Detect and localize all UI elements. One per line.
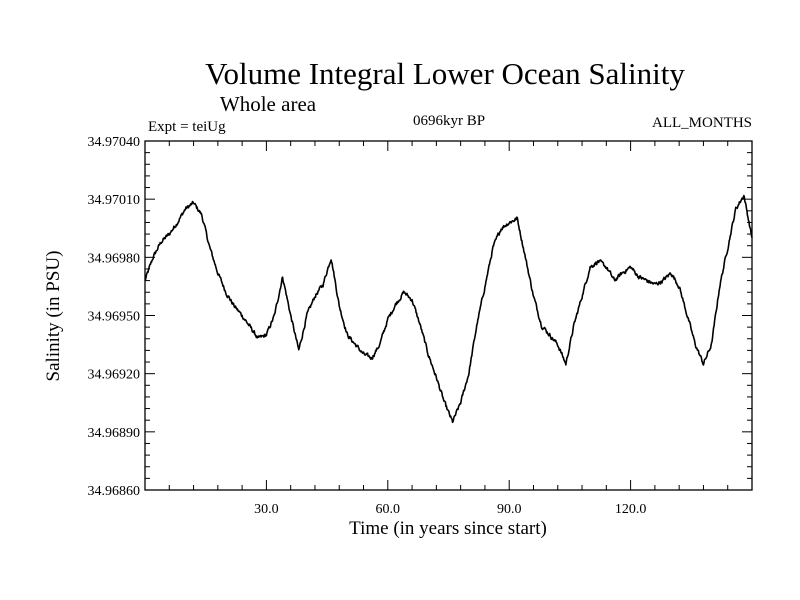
y-tick-label: 34.96980 (88, 251, 141, 266)
y-axis-label: Salinity (in PSU) (43, 251, 64, 382)
x-tick-label: 120.0 (615, 502, 647, 517)
y-tick-label: 34.97010 (88, 193, 141, 208)
plot-frame (144, 140, 753, 491)
x-tick-label: 60.0 (376, 502, 401, 517)
y-tick-label: 34.96950 (88, 310, 141, 325)
y-tick-label: 34.96860 (88, 484, 141, 499)
x-axis-label: Time (in years since start) (349, 518, 547, 539)
experiment-label: Expt = teiUg (148, 119, 226, 135)
axis-ticks (145, 141, 752, 490)
months-label: ALL_MONTHS (652, 115, 752, 131)
y-tick-label: 34.96890 (88, 426, 141, 441)
chart-subtitle: Whole area (220, 92, 317, 116)
y-tick-label: 34.96920 (88, 368, 141, 383)
chart-title: Volume Integral Lower Ocean Salinity (205, 56, 685, 91)
salinity-series-line (144, 194, 753, 424)
y-tick-label: 34.97040 (88, 135, 141, 150)
axis-tick-labels: 30.0 60.0 90.0 120.0 34.96860 34.96890 34.9692… (88, 135, 647, 517)
x-tick-label: 30.0 (254, 502, 279, 517)
period-label: 0696kyr BP (413, 113, 485, 129)
x-tick-label: 90.0 (497, 502, 522, 517)
